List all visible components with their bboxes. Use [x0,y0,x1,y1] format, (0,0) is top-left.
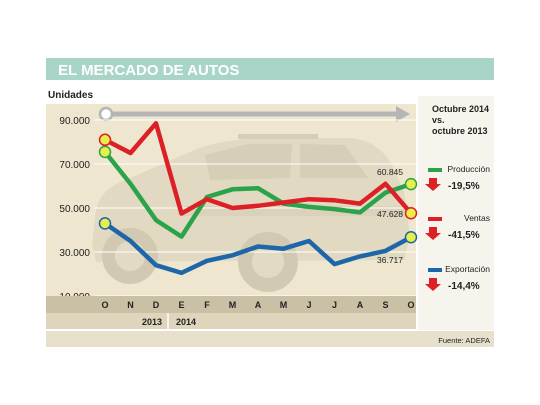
legend-change-ventas: -41,5% [448,230,480,241]
down-arrow-icon [425,227,441,240]
y-tick-label: 30.000 [59,248,90,259]
endpoint-marker-exportacion [404,230,418,244]
x-tick-label: O [407,300,414,310]
y-tick-label: 70.000 [59,160,90,171]
x-tick-label: A [357,300,364,310]
endpoint-marker-produccion [98,145,112,159]
year-label-2014: 2014 [176,317,196,327]
source-label: Fuente: ADEFA [438,336,490,345]
endpoint-marker-exportacion [98,217,112,230]
legend-label-ventas: Ventas [464,213,490,223]
legend-swatch-exportacion [428,268,442,272]
year-label-2013: 2013 [142,317,162,327]
x-tick-label: F [204,300,210,310]
legend-label-exportacion: Exportación [445,264,490,274]
legend-swatch-produccion [428,168,442,172]
y-tick-label: 90.000 [59,116,90,127]
x-tick-label: M [229,300,237,310]
legend-change-produccion: -19,5% [448,181,480,192]
down-arrow-icon [425,278,441,291]
y-tick-label: 50.000 [59,204,90,215]
x-axis-band [46,296,416,313]
legend-label-produccion: Producción [447,164,490,174]
y-axis-label: Unidades [48,90,93,101]
x-tick-label: N [127,300,134,310]
x-tick-label: O [101,300,108,310]
series-line-exportacion [102,221,414,276]
title-banner [46,58,494,80]
endpoint-marker-ventas [98,133,112,147]
footer-band [46,331,494,347]
end-value-label-exportacion: 36.717 [377,255,403,265]
x-tick-label: M [280,300,288,310]
end-value-label-ventas: 47.628 [377,209,403,219]
legend-change-exportacion: -14,4% [448,281,480,292]
series-line-produccion [102,149,414,239]
comparison-line-1: Octubre 2014 [432,104,489,114]
legend-swatch-ventas [428,217,442,221]
x-tick-label: J [332,300,337,310]
legend-panel [418,96,494,330]
x-tick-label: S [382,300,388,310]
comparison-line-2: vs. [432,115,445,125]
x-tick-label: A [255,300,262,310]
x-tick-label: J [306,300,311,310]
series-line-ventas [102,121,414,216]
end-value-label-produccion: 60.845 [377,167,403,177]
down-arrow-icon [425,178,441,191]
x-tick-label: D [153,300,160,310]
comparison-line-3: octubre 2013 [432,126,488,136]
endpoint-marker-produccion [404,177,418,191]
endpoint-marker-ventas [404,206,418,220]
x-tick-label: E [178,300,184,310]
year-band [46,313,416,329]
chart-title: EL MERCADO DE AUTOS [58,62,239,79]
